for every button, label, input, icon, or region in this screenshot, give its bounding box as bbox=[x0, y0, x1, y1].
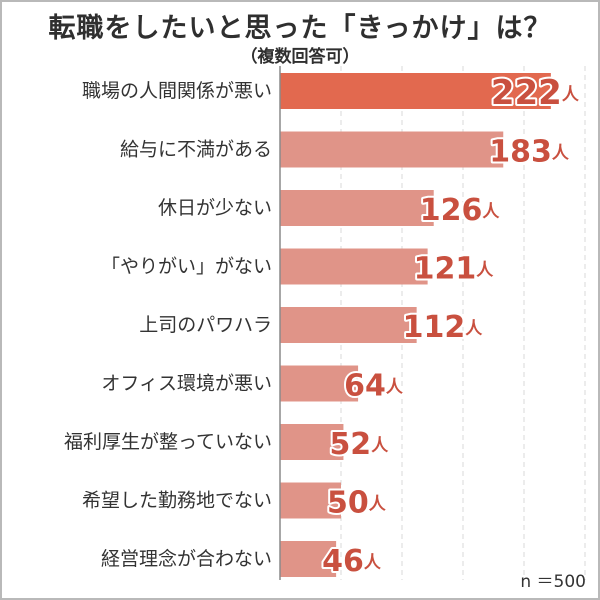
data-label: 222人 bbox=[491, 73, 580, 113]
category-label: オフィス環境が悪い bbox=[101, 373, 272, 395]
category-label: 希望した勤務地でない bbox=[82, 490, 272, 512]
category-label: 上司のパワハラ bbox=[139, 314, 272, 336]
data-label: 64人 bbox=[344, 368, 404, 403]
category-label: 経営理念が合わない bbox=[101, 547, 272, 570]
sample-size-note: n ＝500 bbox=[520, 572, 586, 592]
bar bbox=[280, 541, 337, 577]
bar bbox=[280, 365, 359, 402]
bar bbox=[280, 131, 504, 168]
chart-title: 転職をしたいと思った「きっかけ」は？ bbox=[48, 13, 552, 44]
bar bbox=[280, 307, 417, 343]
bar bbox=[280, 424, 344, 460]
data-label: 112人 bbox=[403, 310, 484, 345]
data-label: 46人 bbox=[322, 544, 382, 579]
category-label: 職場の人間関係が悪い bbox=[82, 80, 272, 102]
data-label: 52人 bbox=[329, 427, 389, 462]
category-label: 福利厚生が整っていない bbox=[64, 431, 272, 453]
data-label: 126人 bbox=[420, 193, 501, 228]
bar bbox=[280, 248, 428, 285]
data-label: 121人 bbox=[414, 251, 495, 286]
chart-subtitle: （複数回答可） bbox=[240, 47, 360, 67]
category-label: 「やりがい」がない bbox=[101, 256, 272, 278]
data-label: 183人 bbox=[489, 134, 570, 169]
bar bbox=[280, 482, 341, 519]
category-label: 給与に不満がある bbox=[120, 139, 272, 161]
bar bbox=[280, 73, 551, 109]
data-label: 50人 bbox=[327, 485, 387, 520]
category-label: 休日が少ない bbox=[158, 197, 272, 219]
bar bbox=[280, 190, 434, 226]
